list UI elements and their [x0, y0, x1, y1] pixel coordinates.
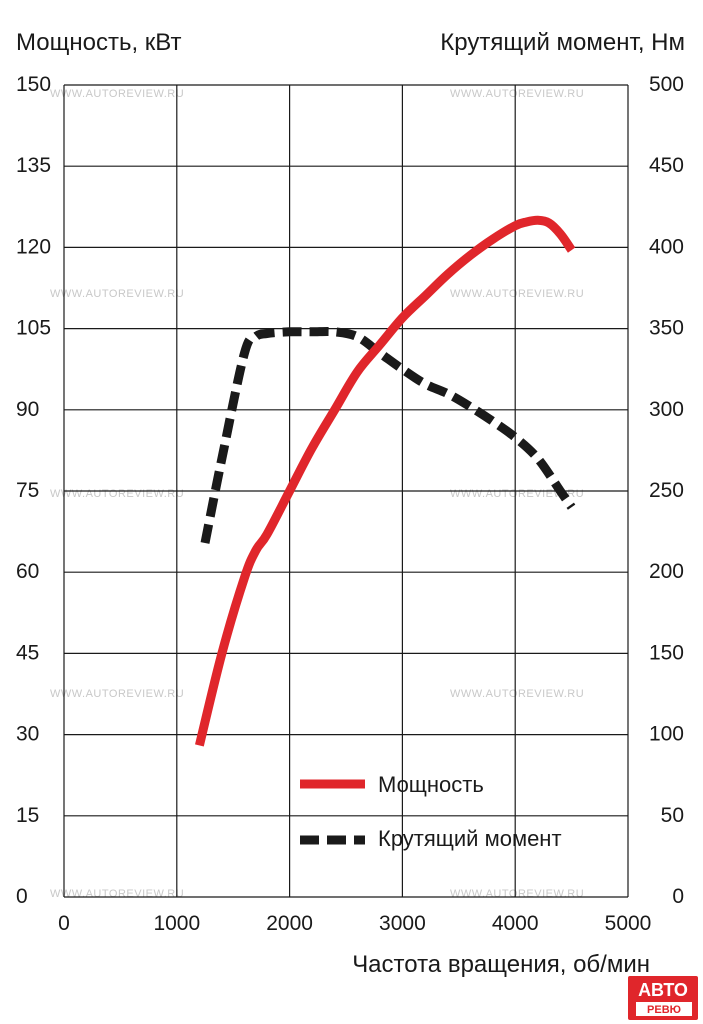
- tick-labels: 0 15 30 45 60 75 90 105 120 135 150 0 50 100 150 200 250…: [16, 73, 684, 935]
- y-left-tick-0: 0: [16, 885, 28, 908]
- y-right-tick-50: 50: [661, 804, 684, 827]
- y-right-tick-450: 450: [649, 154, 684, 177]
- series-power-line: [195, 215, 576, 747]
- y-right-tick-0: 0: [672, 885, 684, 908]
- y-left-tick-135: 135: [16, 154, 51, 177]
- grid: [63, 84, 629, 898]
- x-tick-2000: 2000: [266, 912, 313, 935]
- watermark-0-1: WWW.AUTOREVIEW.RU: [450, 88, 584, 100]
- watermark-1-1: WWW.AUTOREVIEW.RU: [450, 288, 584, 300]
- legend-label-power: Мощность: [378, 772, 484, 797]
- x-tick-5000: 5000: [605, 912, 652, 935]
- y-left-tick-60: 60: [16, 560, 39, 583]
- logo-top: АВТО: [638, 980, 688, 1000]
- y-right-tick-400: 400: [649, 235, 684, 258]
- y-left-tick-45: 45: [16, 641, 39, 664]
- y-left-tick-105: 105: [16, 317, 51, 340]
- watermark-1-0: WWW.AUTOREVIEW.RU: [50, 288, 184, 300]
- y-left-tick-150: 150: [16, 73, 51, 96]
- watermark-4-1: WWW.AUTOREVIEW.RU: [450, 888, 584, 900]
- y-right-axis-title: Крутящий момент, Нм: [440, 29, 685, 56]
- y-left-tick-30: 30: [16, 723, 39, 746]
- y-right-tick-300: 300: [649, 398, 684, 421]
- y-left-tick-15: 15: [16, 804, 39, 827]
- x-tick-3000: 3000: [379, 912, 426, 935]
- y-right-tick-150: 150: [649, 641, 684, 664]
- x-tick-0: 0: [58, 912, 70, 935]
- watermark-3-0: WWW.AUTOREVIEW.RU: [50, 688, 184, 700]
- y-right-tick-200: 200: [649, 560, 684, 583]
- y-left-tick-90: 90: [16, 398, 39, 421]
- watermark-layer: WWW.AUTOREVIEW.RU WWW.AUTOREVIEW.RU WWW.AU…: [50, 88, 584, 900]
- y-right-tick-500: 500: [649, 73, 684, 96]
- y-right-tick-350: 350: [649, 317, 684, 340]
- x-tick-4000: 4000: [492, 912, 539, 935]
- series-layer: [195, 215, 576, 747]
- y-left-axis-title: Мощность, кВт: [16, 29, 182, 56]
- legend: Мощность Крутящий момент: [300, 772, 562, 851]
- logo: АВТО РЕВЮ: [628, 976, 698, 1020]
- y-left-tick-120: 120: [16, 235, 51, 258]
- legend-label-torque: Крутящий момент: [378, 826, 562, 851]
- watermark-0-0: WWW.AUTOREVIEW.RU: [50, 88, 184, 100]
- logo-ribbon: [636, 1002, 692, 1016]
- y-left-tick-75: 75: [16, 479, 39, 502]
- watermark-4-0: WWW.AUTOREVIEW.RU: [50, 888, 184, 900]
- y-right-tick-250: 250: [649, 479, 684, 502]
- watermark-2-0: WWW.AUTOREVIEW.RU: [50, 488, 184, 500]
- watermark-3-1: WWW.AUTOREVIEW.RU: [450, 688, 584, 700]
- x-axis-title: Частота вращения, об/мин: [352, 951, 650, 978]
- y-right-tick-100: 100: [649, 723, 684, 746]
- logo-bottom: РЕВЮ: [647, 1004, 681, 1016]
- x-tick-1000: 1000: [153, 912, 200, 935]
- series-torque-line: [200, 326, 576, 544]
